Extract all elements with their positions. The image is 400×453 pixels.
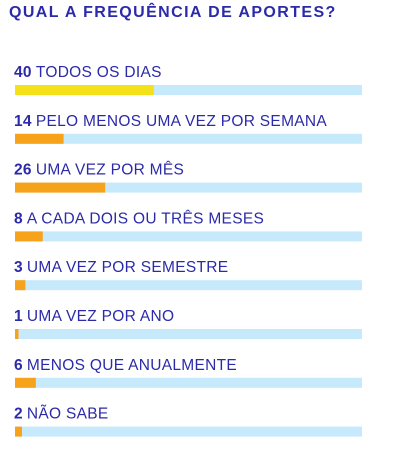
bar-row: 2 NÃO SABE [14, 406, 362, 437]
bar-row: 40 TODOS OS DIAS [14, 64, 362, 95]
bar-value-label: 3 [14, 259, 23, 276]
bar-value-label: 6 [14, 357, 23, 374]
bar-track [15, 85, 362, 95]
bar-label: 40 TODOS OS DIAS [14, 64, 162, 81]
bar-label: 3 UMA VEZ POR SEMESTRE [14, 259, 228, 276]
bar-label: 14 PELO MENOS UMA VEZ POR SEMANA [14, 113, 327, 130]
bar [15, 280, 26, 291]
bar-row: 6 MENOS QUE ANUALMENTE [14, 357, 362, 388]
bar-row: 3 UMA VEZ POR SEMESTRE [14, 259, 362, 291]
bar-track [15, 182, 362, 193]
bar-category-label: UMA VEZ POR SEMESTRE [27, 259, 229, 276]
bar-value-label: 1 [14, 308, 23, 325]
bar-label: 6 MENOS QUE ANUALMENTE [14, 357, 237, 374]
bar-track [15, 377, 362, 388]
bar [15, 329, 19, 339]
bar-track [15, 231, 362, 242]
bar-category-label: MENOS QUE ANUALMENTE [27, 357, 237, 374]
bar-label: 26 UMA VEZ POR MÊS [14, 162, 184, 179]
bar-label: 2 NÃO SABE [14, 406, 109, 423]
bar-track [15, 133, 362, 144]
bar-row: 1 UMA VEZ POR ANO [14, 308, 362, 339]
bar-category-label: A CADA DOIS OU TRÊS MESES [27, 210, 264, 227]
bar-value-label: 14 [14, 113, 32, 130]
bar [15, 426, 22, 437]
bar-category-label: PELO MENOS UMA VEZ POR SEMANA [36, 113, 328, 130]
bar [15, 133, 64, 144]
bar [15, 231, 43, 242]
bar-track [15, 280, 362, 291]
bar [15, 85, 154, 95]
bar-row: 26 UMA VEZ POR MÊS [14, 162, 362, 193]
bar-category-label: NÃO SABE [27, 406, 109, 423]
bar-category-label: UMA VEZ POR ANO [27, 308, 174, 325]
bar-value-label: 8 [14, 210, 23, 227]
bar-category-label: TODOS OS DIAS [36, 64, 162, 81]
bar [15, 377, 36, 388]
bar-row: 14 PELO MENOS UMA VEZ POR SEMANA [14, 113, 362, 144]
bar-track [15, 426, 362, 437]
bar-value-label: 2 [14, 406, 23, 423]
bar-label: 1 UMA VEZ POR ANO [14, 308, 174, 325]
bar-category-label: UMA VEZ POR MÊS [36, 162, 184, 179]
bar-value-label: 26 [14, 162, 32, 179]
chart-title: QUAL A FREQUÊNCIA DE APORTES? [9, 4, 337, 21]
bar-track [15, 329, 362, 339]
bar-value-label: 40 [14, 64, 32, 81]
bar [15, 182, 106, 193]
